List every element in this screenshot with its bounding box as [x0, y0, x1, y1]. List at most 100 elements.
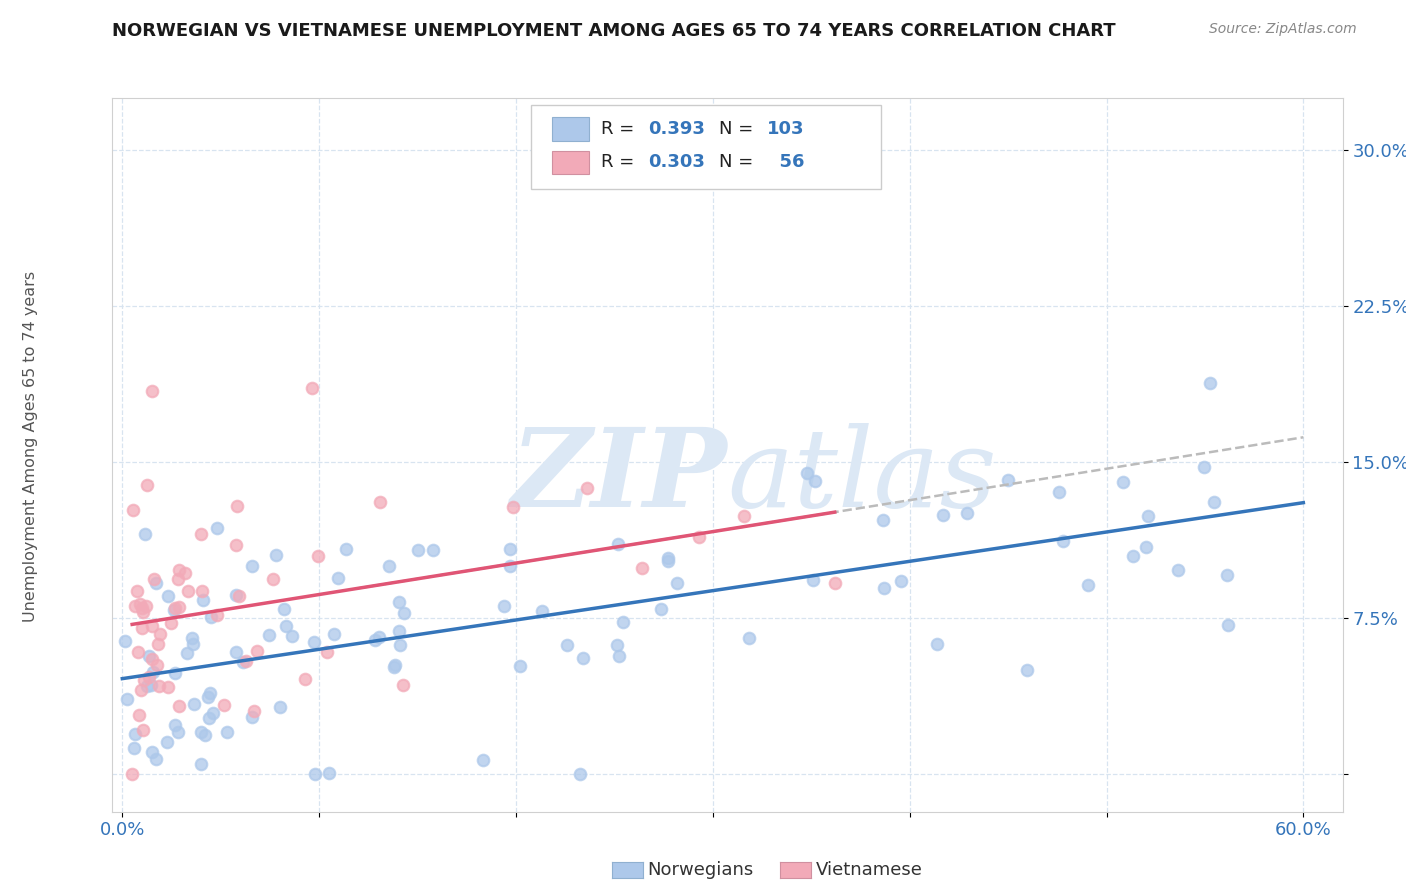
Point — [128, 707, 150, 722]
Point — [128, 597, 150, 611]
Text: N =: N = — [718, 120, 759, 137]
Point — [167, 600, 190, 615]
Point — [163, 600, 186, 615]
Point — [197, 690, 219, 705]
Point — [273, 601, 295, 615]
Point — [190, 757, 212, 772]
Point — [131, 601, 153, 615]
Point — [301, 381, 323, 395]
Point — [135, 679, 157, 693]
Point — [890, 574, 912, 588]
Point — [121, 767, 143, 781]
Text: 56: 56 — [768, 153, 804, 171]
Point — [872, 512, 894, 526]
Point — [146, 637, 169, 651]
Point — [194, 728, 217, 742]
Point — [180, 631, 202, 645]
Point — [167, 724, 190, 739]
Point — [131, 605, 153, 619]
Point — [389, 638, 412, 652]
Point — [157, 681, 180, 695]
Point — [246, 643, 269, 657]
Point — [163, 603, 186, 617]
Point — [274, 619, 297, 633]
Point — [176, 584, 198, 599]
Point — [138, 670, 160, 684]
Point — [176, 646, 198, 660]
Text: Vietnamese: Vietnamese — [815, 861, 922, 879]
Point — [228, 589, 250, 603]
Point — [232, 656, 254, 670]
Text: Norwegians: Norwegians — [647, 861, 754, 879]
Point — [498, 542, 520, 557]
Point — [606, 639, 628, 653]
Point — [124, 727, 146, 741]
Point — [1047, 484, 1070, 499]
Point — [316, 644, 339, 658]
Point — [183, 637, 205, 651]
Point — [280, 629, 302, 643]
Point — [406, 543, 429, 558]
Point — [612, 615, 634, 629]
Point — [392, 606, 415, 620]
Point — [226, 499, 249, 513]
Text: R =: R = — [600, 120, 640, 137]
Point — [471, 753, 494, 767]
Point — [127, 584, 149, 599]
Point — [801, 574, 824, 588]
Point — [318, 766, 340, 780]
Text: atlas: atlas — [728, 423, 997, 530]
Point — [146, 658, 169, 673]
Text: NORWEGIAN VS VIETNAMESE UNEMPLOYMENT AMONG AGES 65 TO 74 YEARS CORRELATION CHART: NORWEGIAN VS VIETNAMESE UNEMPLOYMENT AMO… — [112, 22, 1116, 40]
Point — [138, 649, 160, 664]
Point — [1218, 617, 1240, 632]
Point — [145, 576, 167, 591]
Point — [269, 699, 291, 714]
Point — [555, 638, 578, 652]
Point — [1122, 549, 1144, 563]
Point — [571, 651, 593, 665]
Point — [384, 657, 406, 672]
Point — [139, 678, 162, 692]
Point — [190, 725, 212, 739]
Point — [127, 644, 149, 658]
Point — [165, 718, 187, 732]
Point — [932, 508, 955, 522]
Point — [160, 615, 183, 630]
Point — [183, 697, 205, 711]
Point — [568, 767, 591, 781]
Point — [132, 723, 155, 738]
Point — [225, 588, 247, 602]
Point — [688, 530, 710, 544]
Point — [502, 500, 524, 514]
Point — [167, 573, 190, 587]
Point — [198, 685, 221, 699]
Point — [804, 474, 827, 488]
Point — [1112, 475, 1135, 489]
Point — [124, 599, 146, 613]
Point — [494, 599, 516, 613]
Point — [387, 594, 409, 608]
Point — [142, 665, 165, 679]
Text: ZIP: ZIP — [510, 423, 728, 530]
Point — [368, 630, 391, 644]
Point — [114, 634, 136, 648]
Point — [190, 583, 212, 598]
Point — [499, 559, 522, 574]
Text: 103: 103 — [768, 120, 804, 137]
Point — [212, 698, 235, 713]
Point — [259, 627, 281, 641]
Point — [156, 589, 179, 603]
Point — [1198, 376, 1220, 391]
Point — [136, 477, 159, 491]
Point — [205, 607, 228, 622]
Point — [650, 602, 672, 616]
Point — [738, 631, 761, 645]
Text: Unemployment Among Ages 65 to 74 years: Unemployment Among Ages 65 to 74 years — [24, 270, 38, 622]
Point — [215, 724, 238, 739]
Point — [141, 384, 163, 398]
Point — [1077, 578, 1099, 592]
Text: 0.303: 0.303 — [648, 153, 704, 171]
Point — [304, 635, 326, 649]
Point — [368, 495, 391, 509]
